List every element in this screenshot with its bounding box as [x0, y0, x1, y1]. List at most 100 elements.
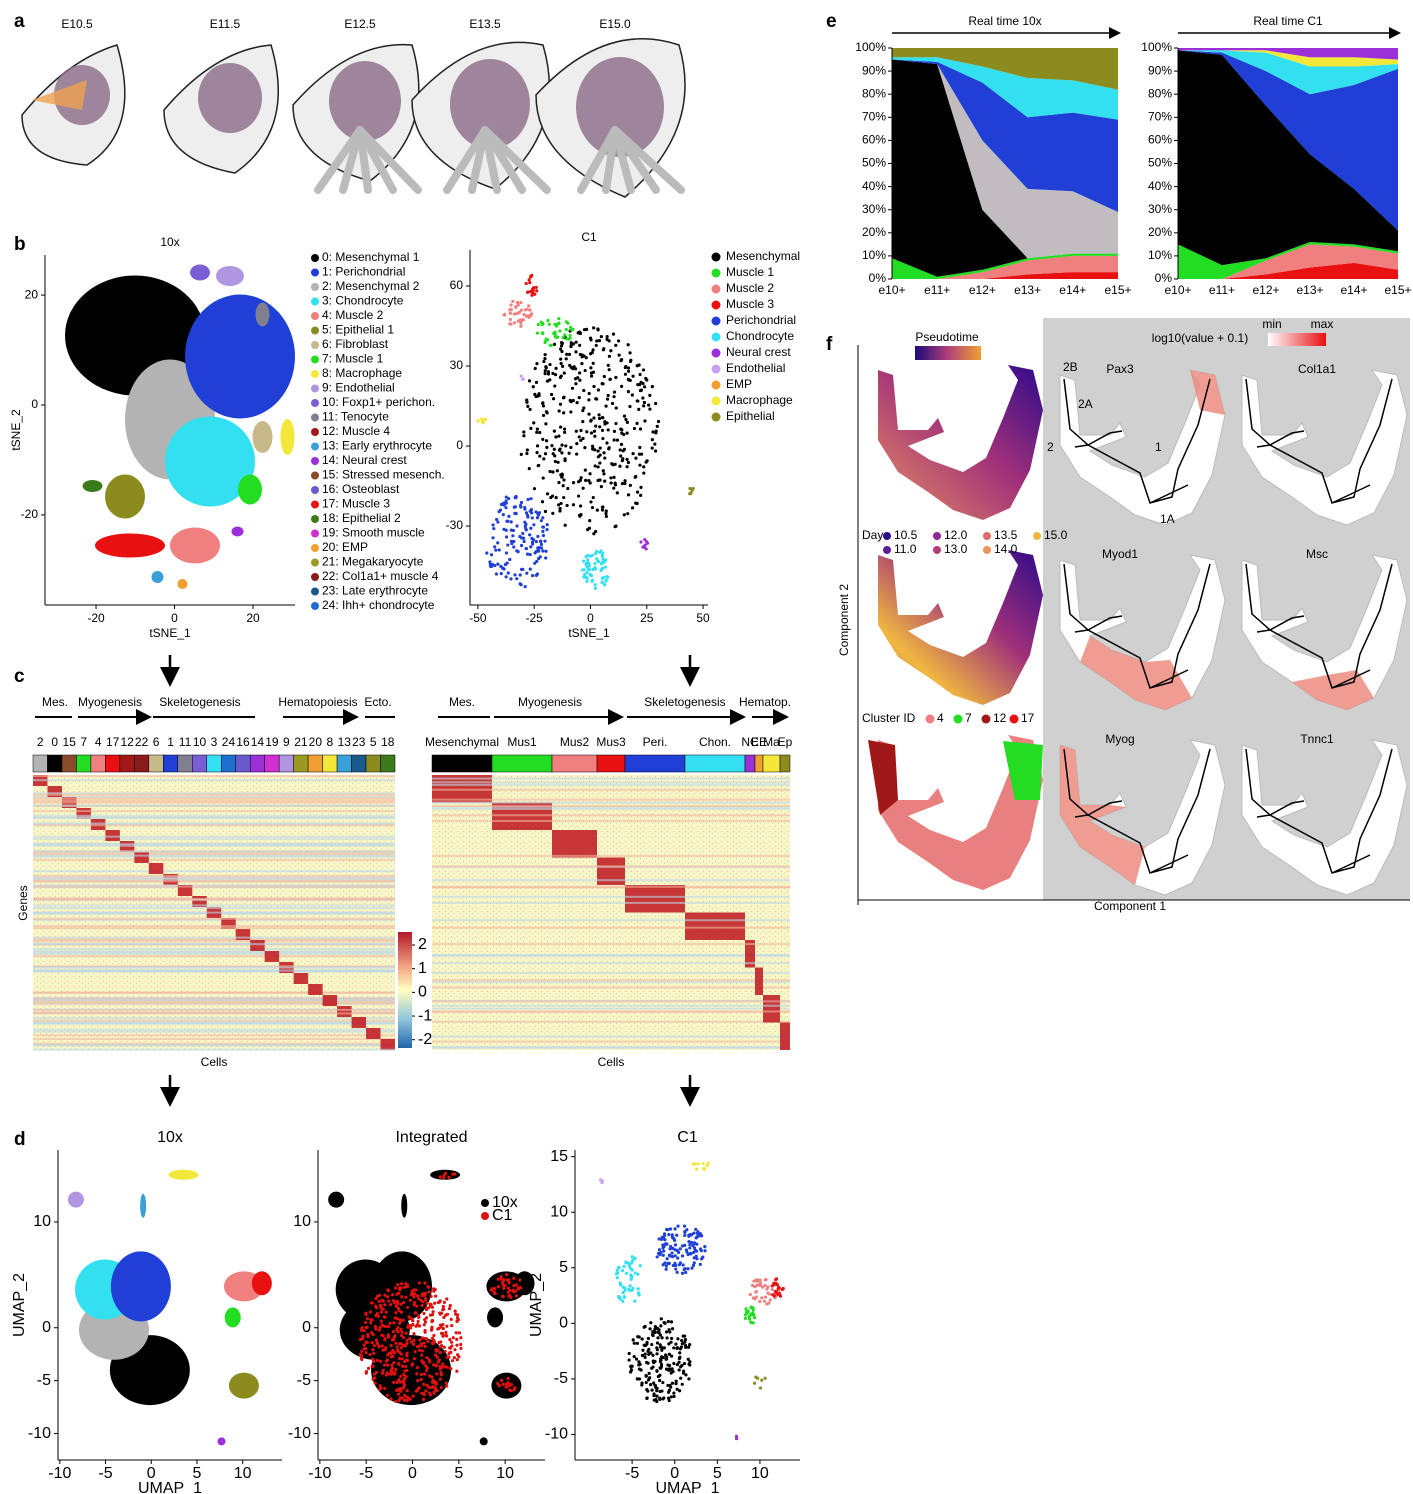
cell-dot — [400, 1357, 404, 1361]
cell-dot — [415, 1294, 419, 1298]
cell-dot — [664, 1357, 668, 1361]
expression-block — [763, 995, 780, 1023]
cell-dot — [393, 1351, 397, 1355]
cell-dot — [430, 1327, 434, 1331]
cell-dot — [601, 348, 606, 352]
cell-dot — [402, 1398, 407, 1402]
cell-dot — [386, 1324, 391, 1329]
cell-dot — [488, 560, 492, 564]
cell-dot — [553, 459, 558, 464]
legend-label: Mesenchymal — [726, 249, 800, 263]
cell-dot — [401, 1343, 405, 1347]
cell-dot — [754, 1375, 758, 1379]
cell-dot — [637, 1291, 641, 1295]
cluster-bar — [76, 754, 92, 773]
x-tick-label: 10 — [751, 1465, 769, 1482]
cell-dot — [603, 420, 607, 424]
noise-line — [33, 938, 395, 941]
cell-dot — [405, 1354, 409, 1358]
cluster-label: 23 — [352, 735, 366, 749]
cell-dot — [625, 465, 629, 469]
cell-dot — [591, 361, 595, 365]
cluster-bar — [105, 754, 121, 773]
cell-dot — [591, 447, 595, 451]
noise-line — [33, 943, 395, 946]
cell-dot — [638, 383, 642, 387]
cluster-cloud — [216, 266, 244, 286]
cell-dot — [601, 436, 605, 441]
cell-dot — [653, 442, 657, 446]
cell-dot — [502, 1286, 506, 1290]
cell-dot — [521, 318, 525, 322]
cell-dot — [514, 1283, 518, 1287]
cell-dot — [587, 398, 591, 402]
cell-dot — [644, 1380, 648, 1385]
area-series — [892, 59, 1118, 259]
cell-dot — [525, 552, 530, 556]
cell-dot — [683, 1233, 687, 1238]
cell-dot — [412, 1338, 416, 1343]
cell-dot — [763, 1295, 768, 1299]
noise-line — [33, 797, 395, 800]
cell-dot — [571, 327, 575, 332]
cell-dot — [455, 1316, 460, 1320]
cell-dot — [506, 543, 510, 547]
cell-dot — [509, 322, 513, 326]
cell-dot — [527, 278, 531, 282]
cell-dot — [682, 1224, 687, 1228]
cell-dot — [684, 1270, 688, 1275]
cell-dot — [455, 1358, 459, 1362]
trajectory-cells — [878, 550, 1043, 705]
cell-dot — [605, 334, 609, 339]
cell-dot — [544, 556, 548, 560]
expression-block — [105, 830, 120, 841]
cell-dot — [372, 1344, 376, 1348]
cell-dot — [369, 1301, 374, 1305]
cell-dot — [651, 430, 655, 434]
noise-line — [33, 911, 395, 914]
cell-dot — [603, 565, 607, 569]
cell-dot — [656, 1374, 661, 1379]
noise-line — [432, 806, 790, 809]
cell-dot — [525, 451, 529, 456]
cell-dot — [415, 1345, 420, 1349]
cluster-label: NC — [741, 735, 759, 749]
cell-dot — [543, 339, 547, 344]
cell-dot — [605, 441, 609, 445]
cell-dot — [670, 1381, 675, 1385]
cell-dot — [396, 1392, 401, 1396]
legend-swatch — [711, 268, 721, 278]
cell-dot — [424, 1296, 428, 1301]
cell-dot — [770, 1287, 774, 1292]
cell-dot — [575, 452, 579, 456]
colorbar-title: Pseudotime — [915, 330, 979, 344]
legend-label: 13: Early erythrocyte — [322, 439, 432, 453]
cell-dot — [438, 1350, 442, 1355]
cell-dot — [639, 493, 643, 497]
legend-swatch — [933, 532, 941, 540]
cell-dot — [614, 421, 618, 426]
cell-dot — [699, 1234, 703, 1238]
cell-dot — [630, 393, 634, 397]
cell-dot — [412, 1288, 416, 1292]
cell-dot — [581, 486, 585, 490]
cell-dot — [399, 1310, 404, 1314]
cell-dot — [630, 1255, 634, 1259]
noise-line — [33, 898, 395, 901]
cell-dot — [512, 1290, 516, 1294]
cell-dot — [647, 403, 651, 407]
cell-dot — [632, 1257, 636, 1261]
cell-dot — [366, 1366, 371, 1370]
y-tick-label: 20 — [25, 287, 39, 301]
x-tick-label: 10 — [234, 1465, 252, 1482]
cell-dot — [622, 414, 627, 418]
cell-dot — [541, 404, 546, 408]
cell-dot — [507, 1384, 511, 1388]
cell-dot — [373, 1324, 377, 1328]
cell-dot — [482, 418, 486, 422]
cell-dot — [454, 1312, 458, 1316]
gene-label: Myod1 — [1102, 547, 1138, 561]
cell-dot — [364, 1313, 368, 1317]
cell-dot — [612, 395, 616, 399]
cluster-label: 16 — [236, 735, 250, 749]
